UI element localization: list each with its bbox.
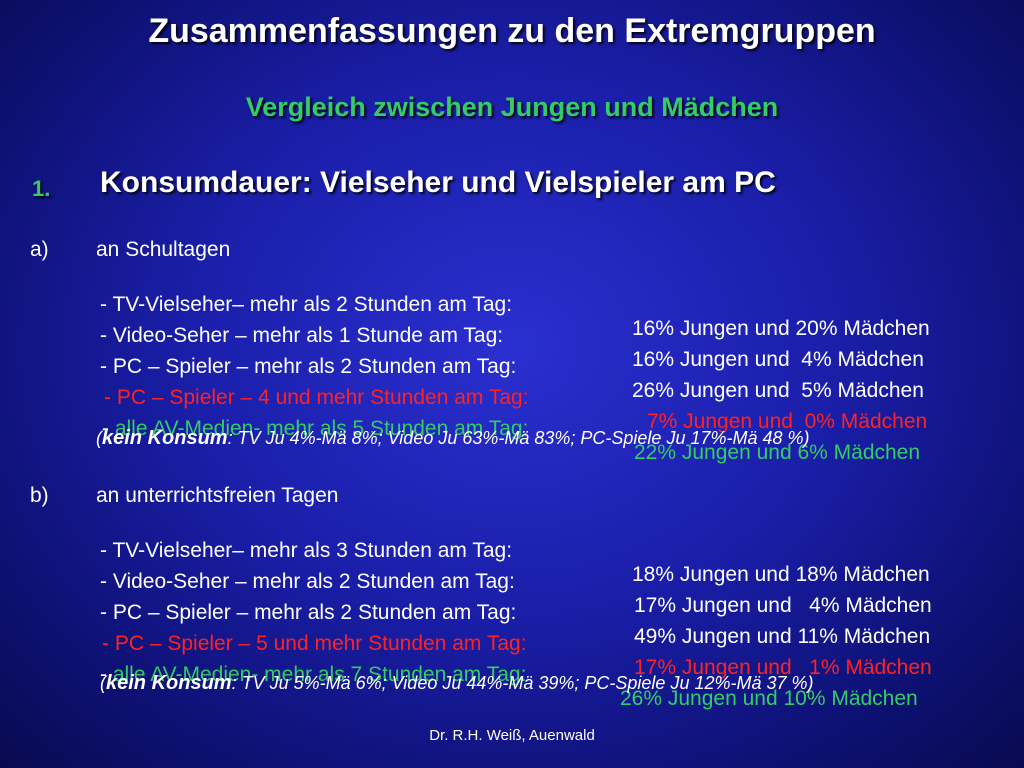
row-prefix: - [100,601,113,624]
slide-title: Zusammenfassungen zu den Extremgruppen [148,12,876,50]
row-value: 26% Jungen und 5% Mädchen [632,379,924,402]
group-a-row-all-media: - alle AV-Medien- mehr als 5 Stunden am … [102,393,1002,464]
note-bold: kein Konsum [102,427,228,449]
row-value: 17% Jungen und 1% Mädchen [634,656,932,679]
section-heading: Konsumdauer: Vielseher und Vielspieler a… [100,166,776,199]
section-number: 1. [32,176,51,201]
group-a-title: an Schultagen [96,238,231,261]
note-open: ( [100,673,106,693]
group-b-marker: b) [30,484,49,507]
group-a-row-pc-heavy: - PC – Spieler – 4 und mehr Stunden am T… [104,362,1004,433]
row-value: 16% Jungen und 4% Mädchen [632,348,924,371]
group-b-row-video: - Video-Seher – mehr als 2 Stunden am Ta… [100,546,1000,617]
row-prefix: - [100,663,113,686]
note-bold: kein Konsum [106,672,232,694]
row-label: alle AV-Medien- mehr als 7 Stunden am Ta… [112,663,527,686]
row-label: PC – Spieler – 4 und mehr Stunden am Tag… [116,386,529,409]
group-b-title: an unterrichtsfreien Tagen [96,484,339,507]
row-value: 49% Jungen und 11% Mädchen [634,625,931,648]
group-a-note: (kein Konsum: TV Ju 4%-Mä 8%; Video Ju 6… [96,427,810,450]
row-prefix: - [100,293,113,316]
row-prefix: - [100,570,113,593]
note-rest: : TV Ju 4%-Mä 8%; Video Ju 63%-Mä 83%; P… [227,428,810,448]
row-value: 22% Jungen und 6% Mädchen [634,441,921,464]
row-label: PC – Spieler – 5 und mehr Stunden am Tag… [114,632,527,655]
group-a-marker: a) [30,238,49,261]
group-b-note: (kein Konsum: TV Ju 5%-Mä 6%; Video Ju 4… [100,672,814,695]
row-label: PC – Spieler – mehr als 2 Stunden am Tag… [112,601,517,624]
row-label: TV-Vielseher– mehr als 2 Stunden am Tag: [112,293,513,316]
row-label: PC – Spieler – mehr als 2 Stunden am Tag… [112,355,517,378]
group-b-row-tv: - TV-Vielseher– mehr als 3 Stunden am Ta… [100,515,1000,586]
row-value: 26% Jungen und 10% Mädchen [620,687,918,710]
slide-subtitle: Vergleich zwischen Jungen und Mädchen [245,92,779,122]
row-prefix: - [100,355,113,378]
row-value: 17% Jungen und 4% Mädchen [634,594,932,617]
row-value: 18% Jungen und 18% Mädchen [632,563,930,586]
row-prefix: - [100,324,113,347]
row-label: TV-Vielseher– mehr als 3 Stunden am Tag: [112,539,513,562]
note-open: ( [96,428,102,448]
group-a-row-pc: - PC – Spieler – mehr als 2 Stunden am T… [100,331,1000,402]
row-value: 16% Jungen und 20% Mädchen [632,317,930,340]
group-b-row-all-media: - alle AV-Medien- mehr als 7 Stunden am … [100,639,1000,710]
group-a-row-video: - Video-Seher – mehr als 1 Stunde am Tag… [100,300,1000,371]
row-prefix: - [102,632,115,655]
row-label: Video-Seher – mehr als 1 Stunde am Tag: [112,324,504,347]
note-rest: : TV Ju 5%-Mä 6%; Video Ju 44%-Mä 39%; P… [231,673,814,693]
footer-author: Dr. R.H. Weiß, Auenwald [429,727,595,744]
row-prefix: - [100,539,113,562]
row-label: alle AV-Medien- mehr als 5 Stunden am Ta… [114,417,529,440]
row-label: Video-Seher – mehr als 2 Stunden am Tag: [112,570,515,593]
group-b-row-pc-heavy: - PC – Spieler – 5 und mehr Stunden am T… [102,608,1002,679]
group-a-row-tv: - TV-Vielseher– mehr als 2 Stunden am Ta… [100,269,1000,340]
group-b-row-pc: - PC – Spieler – mehr als 2 Stunden am T… [100,577,1000,648]
row-prefix: - [102,417,115,440]
row-value: 7% Jungen und 0% Mädchen [647,410,928,433]
row-prefix: - [104,386,117,409]
